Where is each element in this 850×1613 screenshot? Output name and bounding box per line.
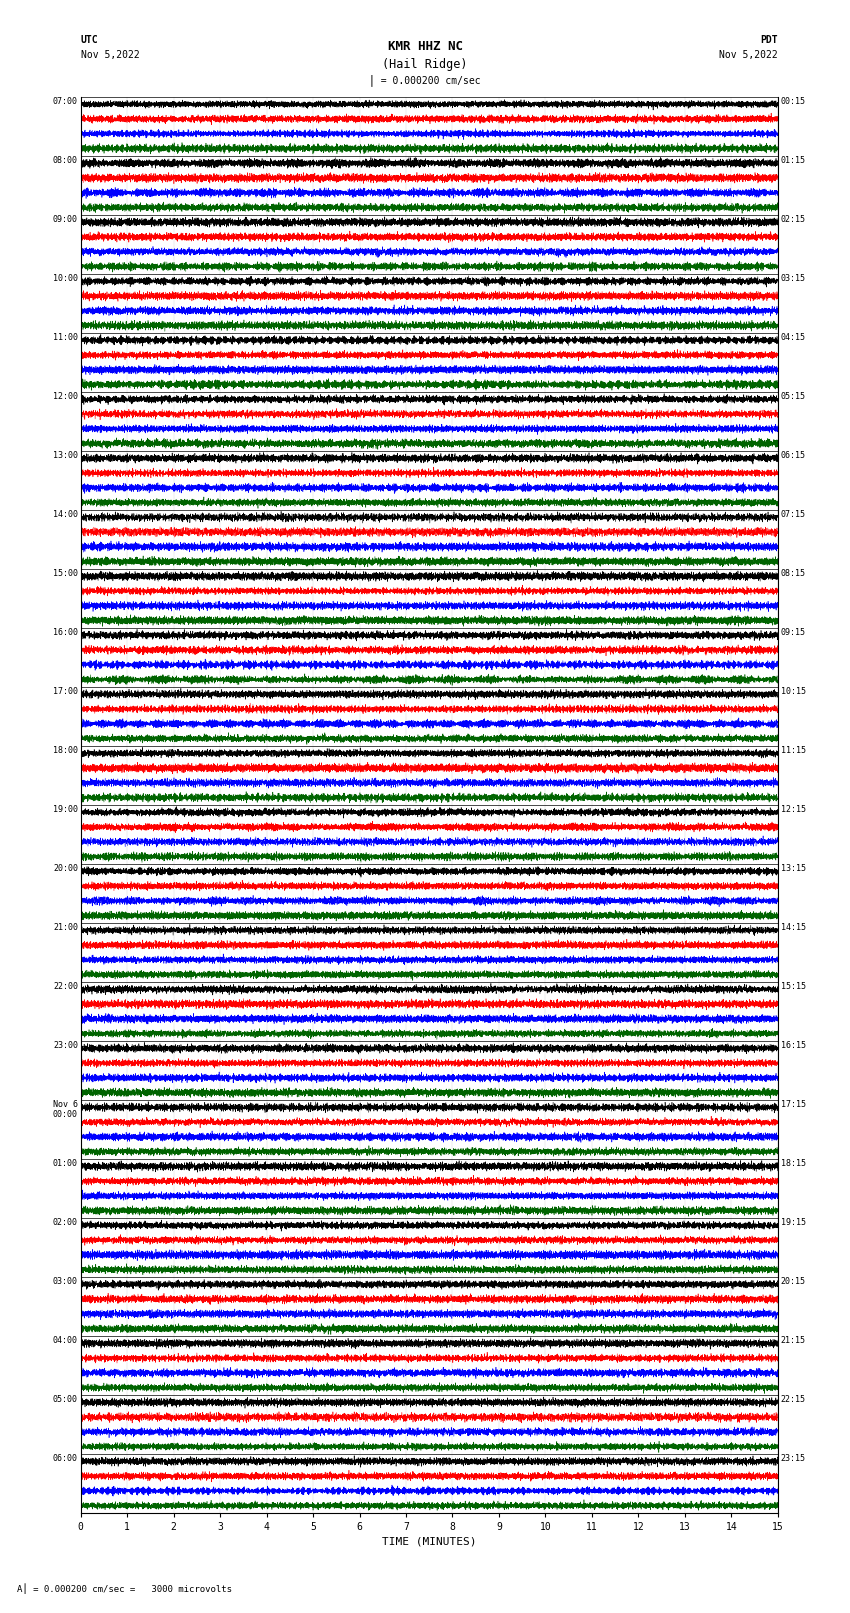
Text: PDT: PDT [760,35,778,45]
Text: A⎮ = 0.000200 cm/sec =   3000 microvolts: A⎮ = 0.000200 cm/sec = 3000 microvolts [17,1582,232,1594]
Text: ⎮ = 0.000200 cm/sec: ⎮ = 0.000200 cm/sec [369,74,481,85]
Text: (Hail Ridge): (Hail Ridge) [382,58,468,71]
Text: KMR HHZ NC: KMR HHZ NC [388,40,462,53]
Text: Nov 5,2022: Nov 5,2022 [81,50,139,60]
X-axis label: TIME (MINUTES): TIME (MINUTES) [382,1536,477,1547]
Text: Nov 5,2022: Nov 5,2022 [719,50,778,60]
Text: UTC: UTC [81,35,99,45]
